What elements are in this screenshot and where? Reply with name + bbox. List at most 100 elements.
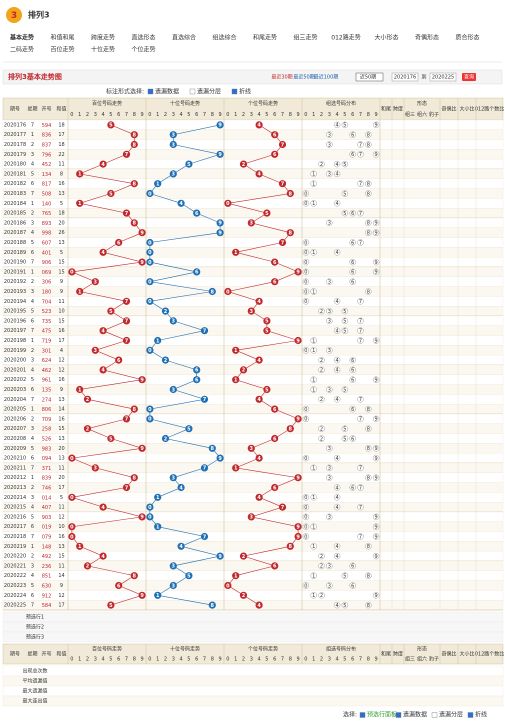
weekday: 2	[31, 416, 34, 422]
draw-digit: 2	[42, 426, 45, 432]
period: 2020200	[4, 358, 26, 364]
tab[interactable]: 大小形态	[374, 34, 398, 42]
range-link[interactable]: 最近50期	[293, 74, 314, 81]
sum: 22	[58, 152, 64, 158]
label: 遗漏数据	[155, 88, 179, 96]
checkbox[interactable]	[231, 88, 238, 95]
group-number: 1	[312, 544, 315, 550]
ball	[169, 562, 177, 570]
group-mark	[318, 356, 325, 364]
period: 2020177	[4, 132, 26, 138]
select[interactable]	[355, 72, 384, 82]
sum: 20	[58, 475, 64, 481]
ball-number: 5	[109, 191, 113, 197]
group-number: 1	[312, 466, 315, 472]
group-mark	[333, 503, 341, 511]
tab[interactable]: 直选综合	[172, 34, 196, 42]
tab[interactable]: 质合形态	[455, 34, 479, 42]
tab[interactable]: 百位走势	[50, 46, 74, 54]
ball-number: 1	[234, 466, 238, 472]
digit-header: 1	[234, 112, 237, 118]
preset-row[interactable]	[2, 631, 504, 643]
tab[interactable]: 二码走势	[10, 46, 34, 54]
ball	[294, 474, 302, 482]
group-number: 8	[367, 427, 370, 433]
digit-header: 5	[343, 657, 346, 663]
range-link[interactable]: 最近100期	[314, 74, 339, 81]
page-title: 排列3	[28, 10, 50, 20]
group-number: 0	[304, 534, 307, 540]
draw-digit: 1	[48, 348, 51, 354]
digit-header: 1	[312, 112, 315, 118]
ball-number: 7	[125, 417, 129, 423]
checkbox[interactable]	[467, 712, 474, 718]
group-mark	[372, 474, 380, 481]
draw-digit: 3	[45, 387, 48, 393]
ball-number: 5	[109, 309, 113, 315]
ball-number: 7	[281, 142, 285, 148]
digit-header: 9	[375, 112, 378, 118]
draw-digit: 9	[48, 524, 51, 530]
tab[interactable]: 个位走势	[131, 46, 155, 54]
input[interactable]	[391, 72, 419, 82]
group-number: 9	[375, 123, 378, 129]
sum: 13	[58, 397, 64, 403]
sum: 14	[58, 407, 64, 413]
ball	[239, 552, 248, 560]
draw-digit: 4	[45, 544, 48, 550]
group-mark	[349, 582, 356, 589]
tab[interactable]: 组三走势	[293, 34, 317, 42]
tab[interactable]: 基本走势	[9, 34, 34, 42]
row-bg	[2, 482, 504, 493]
group-number: 7	[359, 338, 362, 344]
tab[interactable]: 直选形态	[131, 34, 155, 42]
ball-number: 2	[242, 554, 246, 560]
region-header: 百位号码走势	[92, 646, 122, 653]
draw-number: 594	[42, 122, 52, 128]
tab[interactable]: 组选综合	[212, 34, 236, 42]
group-mark	[302, 494, 310, 501]
draw-number: 258	[42, 426, 52, 432]
checkbox[interactable]	[359, 712, 366, 718]
button[interactable]	[462, 73, 476, 81]
draw-digit: 9	[48, 416, 51, 422]
checkbox[interactable]	[189, 88, 196, 95]
draw-digit: 8	[42, 132, 45, 138]
ball	[271, 131, 279, 139]
tab[interactable]: 十位走势	[91, 46, 115, 54]
draw-number: 301	[42, 348, 52, 354]
ball-number: 3	[172, 172, 176, 178]
group-number: 3	[328, 387, 331, 393]
group-number: 7	[359, 329, 362, 335]
tab[interactable]: 奇偶形态	[415, 34, 439, 42]
preset-row[interactable]	[2, 611, 504, 623]
row-bg	[2, 178, 504, 189]
tab[interactable]: 和尾走势	[253, 34, 277, 42]
tab[interactable]: 和值和尾	[50, 34, 74, 42]
ball	[294, 532, 302, 541]
digit-header: 0	[148, 112, 151, 118]
ball	[294, 523, 302, 531]
group-mark	[365, 190, 372, 197]
draw-digit: 1	[45, 524, 48, 530]
ball-number: 8	[133, 182, 137, 188]
checkbox[interactable]	[395, 712, 402, 718]
sum: 16	[58, 534, 64, 540]
preset-row[interactable]	[2, 621, 504, 633]
group-number: 5	[343, 387, 346, 393]
group-number: 9	[375, 446, 378, 452]
sum: 5	[60, 495, 63, 501]
draw-digit: 4	[42, 554, 45, 560]
range-link[interactable]: 最近30期	[271, 74, 292, 81]
checkbox[interactable]	[147, 88, 154, 95]
group-number: 4	[336, 544, 339, 550]
group-mark	[310, 572, 317, 579]
draw-digit: 0	[45, 505, 48, 511]
draw-digit: 0	[45, 250, 48, 256]
checkbox[interactable]	[431, 712, 438, 718]
input[interactable]	[429, 72, 457, 82]
weekday: 5	[31, 171, 34, 177]
tab[interactable]: 跨度走势	[91, 34, 115, 42]
ball-number: 8	[289, 544, 293, 550]
tab[interactable]: 012路走势	[331, 34, 360, 42]
